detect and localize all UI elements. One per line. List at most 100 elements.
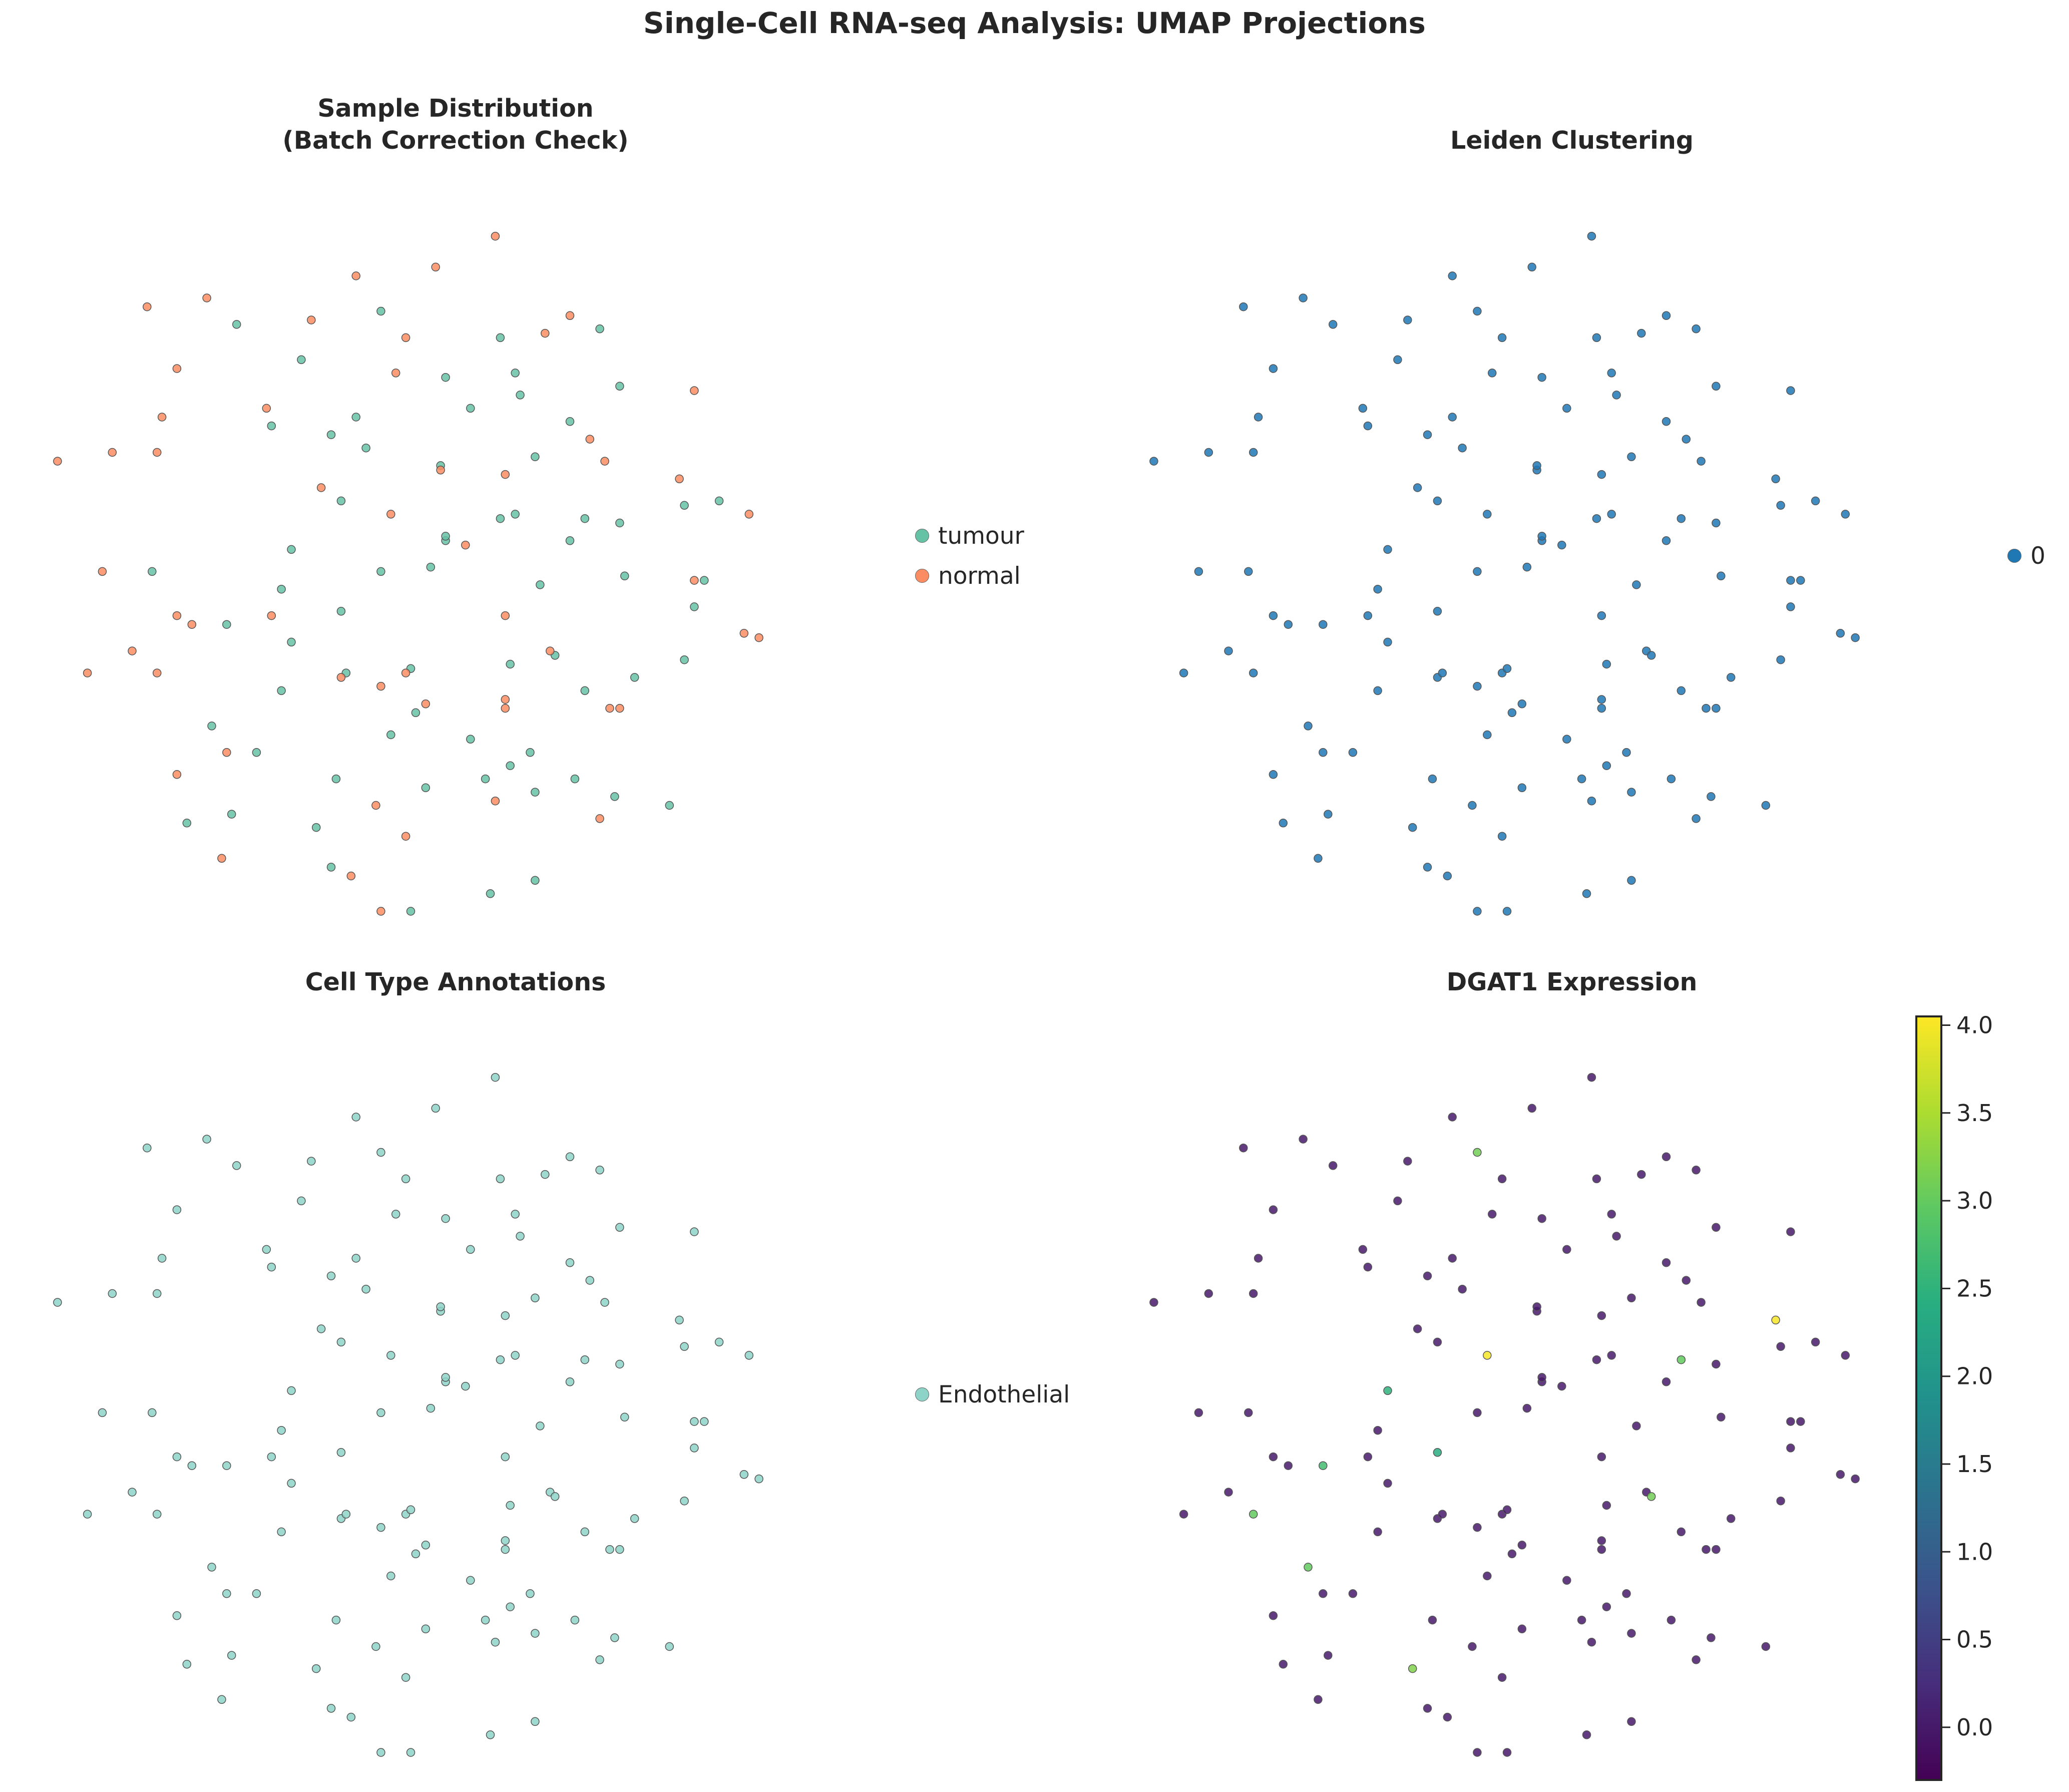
data-point-0 [1269,611,1278,620]
data-point-tumour [536,580,545,589]
data-point-normal [401,333,410,342]
panel-title-leiden-clustering: Leiden Clustering [1450,126,1694,155]
data-point-expression [1682,1276,1691,1285]
data-point-0 [1383,545,1392,554]
data-point-expression [1383,1386,1392,1395]
colorbar-tick-label: 1.5 [1956,1451,1993,1478]
data-point-endothelial [441,1214,450,1223]
data-point-endothelial [207,1563,216,1572]
data-point-0 [1304,722,1313,731]
data-point-0 [1692,324,1701,333]
data-point-endothelial [610,1633,619,1642]
data-point-endothelial [386,1571,395,1581]
data-point-expression [1602,1501,1611,1510]
data-point-normal [307,315,316,324]
data-point-tumour [376,567,385,576]
data-point-endothelial [496,1174,505,1184]
data-point-endothelial [386,1351,395,1360]
data-point-0 [1473,306,1482,316]
data-point-endothelial [501,1311,510,1320]
data-point-normal [346,871,356,881]
data-point-endothelial [501,1452,510,1462]
data-point-endothelial [297,1196,306,1206]
data-point-0 [1607,369,1616,378]
data-point-expression [1582,1730,1591,1739]
data-point-endothelial [426,1403,436,1413]
data-point-endothelial [83,1510,92,1519]
data-point-endothelial [267,1452,276,1462]
data-point-0 [1363,421,1373,431]
data-point-endothelial [565,1152,575,1162]
data-point-expression [1637,1170,1646,1179]
data-point-endothelial [98,1408,107,1417]
data-point-normal [371,801,380,810]
data-point-expression [1497,1673,1507,1682]
data-point-tumour [287,545,296,554]
data-point-tumour [267,421,276,431]
data-point-endothelial [690,1417,699,1426]
data-point-0 [1373,584,1382,594]
data-point-expression [1841,1351,1850,1360]
data-point-0 [1324,810,1333,819]
data-point-expression [1587,1072,1596,1082]
data-point-tumour [336,496,346,506]
data-point-0 [1458,443,1467,453]
data-point-normal [501,695,510,704]
data-point-tumour [361,443,370,453]
data-point-0 [1497,333,1507,342]
data-point-endothelial [739,1470,749,1479]
data-point-expression [1677,1527,1686,1537]
data-point-expression [1786,1227,1795,1236]
data-point-normal [108,448,117,457]
data-point-expression [1204,1289,1213,1298]
data-point-endothelial [108,1289,117,1298]
data-point-expression [1677,1355,1686,1364]
data-point-tumour [411,708,421,718]
data-point-expression [1393,1196,1402,1206]
data-point-normal [152,448,162,457]
data-point-0 [1487,369,1497,378]
data-point-expression [1304,1563,1313,1572]
data-point-0 [1448,271,1457,280]
data-point-0 [1328,320,1338,329]
data-point-0 [1597,695,1606,704]
panel-leiden-clustering [1149,231,1860,916]
data-point-normal [172,364,182,373]
data-point-endothelial [316,1324,326,1333]
data-point-tumour [570,774,580,784]
data-point-0 [1473,681,1482,691]
data-point-expression [1707,1633,1716,1642]
panel-dgat1-expression [1149,1072,1860,1757]
data-point-tumour [326,863,336,872]
data-point-endothelial [441,1373,450,1382]
legend-label-normal: normal [938,562,1021,590]
data-point-0 [1249,448,1258,457]
data-point-expression [1448,1113,1457,1122]
data-point-0 [1403,315,1412,324]
data-point-normal [675,474,684,484]
data-point-expression [1473,1523,1482,1532]
data-point-tumour [565,536,575,545]
data-point-0 [1314,854,1323,863]
colorbar-tick-label: 1.0 [1956,1538,1993,1565]
legend-swatch-normal [915,569,929,583]
data-point-0 [1433,496,1442,506]
data-point-tumour [386,730,395,740]
colorbar-tick-label: 2.0 [1956,1363,1993,1390]
data-point-expression [1776,1342,1785,1351]
data-point-endothelial [346,1712,356,1722]
data-point-expression [1239,1143,1248,1153]
panel-title-sample-distribution: Sample Distribution (Batch Correction Ch… [282,94,629,155]
data-point-endothelial [526,1589,535,1598]
data-point-expression [1597,1536,1606,1545]
data-point-expression [1522,1403,1532,1413]
data-point-0 [1423,430,1432,439]
data-point-endothelial [172,1205,182,1214]
legend-leiden: 0 [2007,536,2045,576]
data-point-tumour [297,355,306,365]
data-point-expression [1786,1444,1795,1453]
data-point-expression [1413,1324,1422,1333]
data-point-endothelial [620,1412,629,1422]
data-point-expression [1473,1148,1482,1157]
